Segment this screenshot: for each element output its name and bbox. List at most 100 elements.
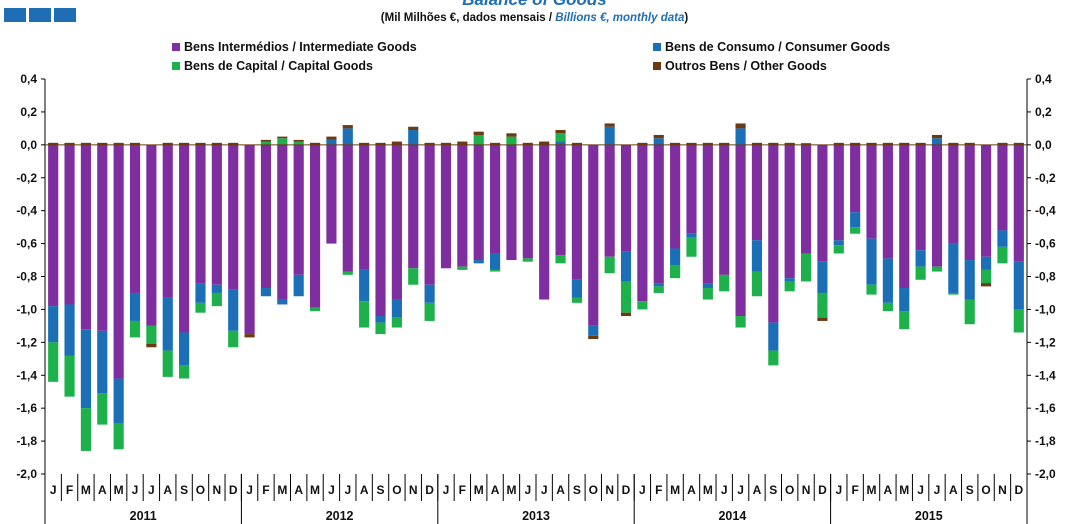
month-label: J [443, 483, 450, 497]
bar-capital [637, 301, 648, 310]
bar-capital [277, 138, 288, 145]
bar-consumer [817, 261, 828, 293]
bar-intermediate [80, 144, 91, 330]
y-tick-label-left: -0,4 [16, 204, 37, 218]
bar-capital [391, 317, 402, 328]
bar-consumer [915, 250, 926, 267]
bar-other [473, 131, 484, 135]
month-label: J [50, 483, 57, 497]
bar-other [539, 141, 550, 145]
month-label: A [294, 483, 303, 497]
bar-consumer [751, 240, 763, 272]
bar-other [146, 343, 157, 348]
bar-capital [931, 266, 943, 272]
y-tick-label-left: -1,2 [16, 335, 37, 349]
bar-capital [342, 271, 353, 275]
bar-consumer [686, 233, 697, 237]
bar-capital [113, 422, 124, 450]
month-label: D [1014, 483, 1023, 497]
y-tick-label-right: -0,6 [1035, 237, 1056, 251]
bar-intermediate [391, 144, 402, 300]
bar-other [719, 142, 730, 145]
month-label: O [785, 483, 794, 497]
month-label: A [360, 483, 369, 497]
bar-intermediate [195, 144, 206, 284]
bar-other [555, 130, 566, 134]
bar-capital [948, 292, 959, 295]
bar-intermediate [964, 144, 975, 261]
bar-intermediate [637, 144, 648, 302]
month-label: A [556, 483, 565, 497]
bar-capital [555, 255, 566, 264]
bar-consumer [375, 316, 386, 323]
legend-swatch-other [653, 62, 661, 70]
bar-capital [48, 342, 59, 382]
year-label: 2015 [915, 509, 943, 523]
y-tick-label-right: 0,4 [1035, 72, 1052, 86]
bar-intermediate [784, 144, 795, 279]
bar-intermediate [588, 144, 599, 326]
bar-other [48, 142, 59, 145]
bar-consumer [588, 325, 599, 336]
bar-intermediate [375, 144, 386, 316]
month-label: A [753, 483, 762, 497]
bar-intermediate [539, 144, 550, 300]
bar-capital [555, 133, 566, 142]
bar-intermediate [931, 144, 943, 267]
bar-other [277, 136, 288, 139]
bar-intermediate [473, 144, 484, 261]
month-label: J [917, 483, 924, 497]
y-tick-label-right: -1,8 [1035, 434, 1056, 448]
bar-other [162, 142, 173, 145]
bar-intermediate [899, 144, 910, 289]
bar-capital [964, 299, 975, 325]
legend-item-consumer: Bens de Consumo / Consumer Goods [653, 40, 890, 54]
bar-other [686, 142, 697, 145]
y-tick-label-left: -0,8 [16, 270, 37, 284]
bar-intermediate [751, 144, 763, 241]
bar-other [179, 142, 190, 145]
subtitle-en: Billions €, monthly data [555, 12, 685, 24]
bar-consumer [653, 138, 664, 145]
bar-consumer [964, 260, 975, 300]
bar-capital [702, 288, 713, 300]
y-tick-label-left: -1,0 [16, 302, 37, 316]
bar-consumer [571, 279, 582, 298]
bar-other [833, 142, 844, 145]
bar-intermediate [882, 144, 893, 259]
bar-intermediate [424, 144, 435, 285]
bar-other [931, 134, 943, 139]
bar-capital [97, 393, 108, 425]
bar-consumer [833, 240, 844, 246]
month-label: M [114, 483, 124, 497]
bar-other [490, 142, 501, 145]
bar-other [129, 142, 141, 145]
month-label: O [392, 483, 401, 497]
bar-consumer [735, 128, 746, 145]
bar-consumer [948, 243, 959, 293]
bar-other [440, 142, 452, 145]
month-label: A [163, 483, 172, 497]
month-label: J [737, 483, 744, 497]
bar-intermediate [735, 144, 746, 316]
bar-consumer [228, 289, 239, 331]
month-label: F [459, 483, 466, 497]
bar-intermediate [686, 144, 697, 234]
month-label: D [818, 483, 827, 497]
bar-capital [129, 320, 141, 338]
bar-other [195, 142, 206, 145]
year-label: 2012 [326, 509, 354, 523]
bar-other [424, 142, 435, 145]
month-label: N [213, 483, 222, 497]
bar-capital [457, 266, 468, 270]
month-label: J [328, 483, 335, 497]
bar-other [97, 142, 108, 145]
bar-other [293, 139, 304, 142]
subtitle-pt: (Mil Milhões €, dados mensais / [380, 12, 556, 24]
bar-capital [1013, 309, 1024, 333]
bar-intermediate [146, 144, 157, 326]
bar-consumer [359, 269, 370, 302]
bar-consumer [784, 278, 795, 282]
month-label: N [409, 483, 418, 497]
bar-intermediate [1013, 144, 1024, 262]
